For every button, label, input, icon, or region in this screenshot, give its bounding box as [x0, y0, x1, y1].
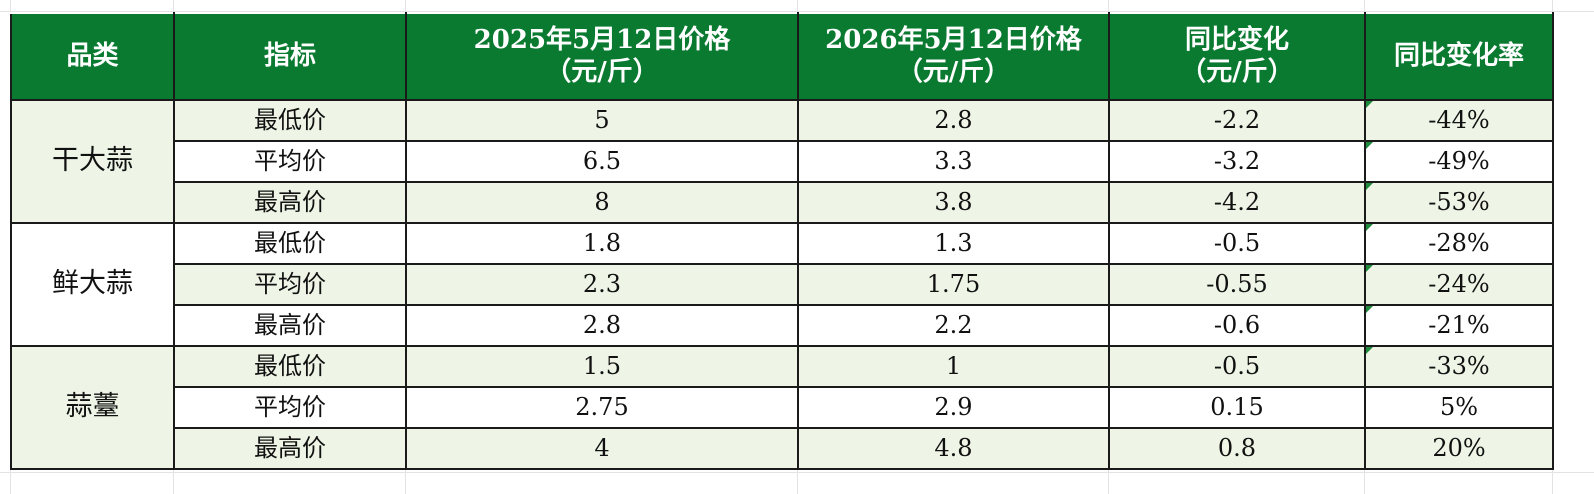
change-cell[interactable]: -0.6	[1108, 304, 1366, 347]
header-rate[interactable]: 同比变化率	[1364, 12, 1554, 101]
table-row: 鲜大蒜 最低价 1.8 1.3 -0.5 -28%	[10, 222, 1554, 347]
price-2026-cell[interactable]: 3.8	[797, 181, 1110, 224]
table-row: 蒜薹 最低价 1.5 1 -0.5 -33%	[10, 345, 1554, 470]
price-2026-cell[interactable]: 1.3	[797, 222, 1110, 265]
rate-value: -28%	[1428, 229, 1490, 258]
price-2025-cell[interactable]: 8	[405, 181, 799, 224]
price-2025-cell[interactable]: 6.5	[405, 140, 799, 183]
header-price-2025-line2: （元/斤）	[545, 56, 659, 87]
rate-value: -24%	[1428, 270, 1490, 299]
rate-cell[interactable]: -33%	[1364, 345, 1554, 388]
price-2025-cell[interactable]: 1.5	[405, 345, 799, 388]
rate-value: 20%	[1432, 434, 1486, 463]
price-2026-cell[interactable]: 4.8	[797, 427, 1110, 470]
header-category[interactable]: 品类	[10, 12, 175, 101]
rate-cell[interactable]: -49%	[1364, 140, 1554, 183]
rate-cell[interactable]: -28%	[1364, 222, 1554, 265]
cell-error-indicator-icon	[1366, 306, 1373, 313]
cell-error-indicator-icon	[1366, 224, 1373, 231]
category-cell[interactable]: 鲜大蒜	[10, 222, 175, 347]
cell-error-indicator-icon	[1366, 142, 1373, 149]
price-table: 品类 指标 2025年5月12日价格 （元/斤） 2026年5月12日价格 （元…	[10, 12, 1554, 470]
indicator-cell[interactable]: 平均价	[173, 263, 407, 306]
table-row: 干大蒜 最低价 5 2.8 -2.2 -44%	[10, 99, 1554, 224]
rate-value: -21%	[1428, 311, 1490, 340]
rate-value: 5%	[1439, 393, 1479, 422]
rate-cell[interactable]: 5%	[1364, 386, 1554, 429]
change-cell[interactable]: -0.5	[1108, 345, 1366, 388]
price-2025-cell[interactable]: 1.8	[405, 222, 799, 265]
change-cell[interactable]: -3.2	[1108, 140, 1366, 183]
header-row: 品类 指标 2025年5月12日价格 （元/斤） 2026年5月12日价格 （元…	[10, 12, 1554, 101]
header-price-2026[interactable]: 2026年5月12日价格 （元/斤）	[797, 12, 1110, 101]
table-row: 最高价 2.8 2.2 -0.6 -21%	[11, 304, 1554, 347]
rate-value: -53%	[1428, 188, 1490, 217]
cell-error-indicator-icon	[1366, 265, 1373, 272]
indicator-cell[interactable]: 平均价	[173, 386, 407, 429]
price-2025-cell[interactable]: 2.8	[405, 304, 799, 347]
change-cell[interactable]: -0.5	[1108, 222, 1366, 265]
cell-error-indicator-icon	[1366, 347, 1373, 354]
rate-cell[interactable]: -53%	[1364, 181, 1554, 224]
table-row: 最高价 8 3.8 -4.2 -53%	[11, 181, 1554, 224]
price-2025-cell[interactable]: 2.3	[405, 263, 799, 306]
price-2025-cell[interactable]: 2.75	[405, 386, 799, 429]
header-change-line2: （元/斤）	[1180, 56, 1294, 87]
indicator-cell[interactable]: 最低价	[173, 345, 407, 388]
header-change[interactable]: 同比变化 （元/斤）	[1108, 12, 1366, 101]
table-row: 平均价 2.75 2.9 0.15 5%	[11, 386, 1554, 429]
indicator-cell[interactable]: 最高价	[173, 181, 407, 224]
header-price-2025[interactable]: 2025年5月12日价格 （元/斤）	[405, 12, 799, 101]
header-change-line1: 同比变化	[1184, 25, 1289, 56]
price-2026-cell[interactable]: 1	[797, 345, 1110, 388]
price-2026-cell[interactable]: 2.2	[797, 304, 1110, 347]
change-cell[interactable]: 0.15	[1108, 386, 1366, 429]
indicator-cell[interactable]: 最高价	[173, 304, 407, 347]
price-2026-cell[interactable]: 3.3	[797, 140, 1110, 183]
price-2026-cell[interactable]: 2.9	[797, 386, 1110, 429]
indicator-cell[interactable]: 最高价	[173, 427, 407, 470]
indicator-cell[interactable]: 最低价	[173, 99, 407, 142]
category-cell[interactable]: 蒜薹	[10, 345, 175, 470]
change-cell[interactable]: 0.8	[1108, 427, 1366, 470]
table-row: 平均价 2.3 1.75 -0.55 -24%	[11, 263, 1554, 306]
rate-cell[interactable]: -44%	[1364, 99, 1554, 142]
header-price-2025-line1: 2025年5月12日价格	[473, 25, 731, 56]
header-indicator[interactable]: 指标	[173, 12, 407, 101]
change-cell[interactable]: -2.2	[1108, 99, 1366, 142]
change-cell[interactable]: -0.55	[1108, 263, 1366, 306]
rate-value: -44%	[1428, 106, 1490, 135]
table-row: 最高价 4 4.8 0.8 20%	[11, 427, 1554, 470]
cell-error-indicator-icon	[1366, 101, 1373, 108]
header-price-2026-line2: （元/斤）	[896, 56, 1011, 87]
change-cell[interactable]: -4.2	[1108, 181, 1366, 224]
header-price-2026-line1: 2026年5月12日价格	[825, 25, 1082, 56]
price-2025-cell[interactable]: 4	[405, 427, 799, 470]
table-row: 平均价 6.5 3.3 -3.2 -49%	[11, 140, 1554, 183]
rate-value: -49%	[1428, 147, 1490, 176]
indicator-cell[interactable]: 最低价	[173, 222, 407, 265]
price-2025-cell[interactable]: 5	[405, 99, 799, 142]
category-cell[interactable]: 干大蒜	[10, 99, 175, 224]
rate-value: -33%	[1428, 352, 1490, 381]
rate-cell[interactable]: -24%	[1364, 263, 1554, 306]
indicator-cell[interactable]: 平均价	[173, 140, 407, 183]
rate-cell[interactable]: -21%	[1364, 304, 1554, 347]
price-2026-cell[interactable]: 1.75	[797, 263, 1110, 306]
cell-error-indicator-icon	[1366, 183, 1373, 190]
rate-cell[interactable]: 20%	[1364, 427, 1554, 470]
price-2026-cell[interactable]: 2.8	[797, 99, 1110, 142]
